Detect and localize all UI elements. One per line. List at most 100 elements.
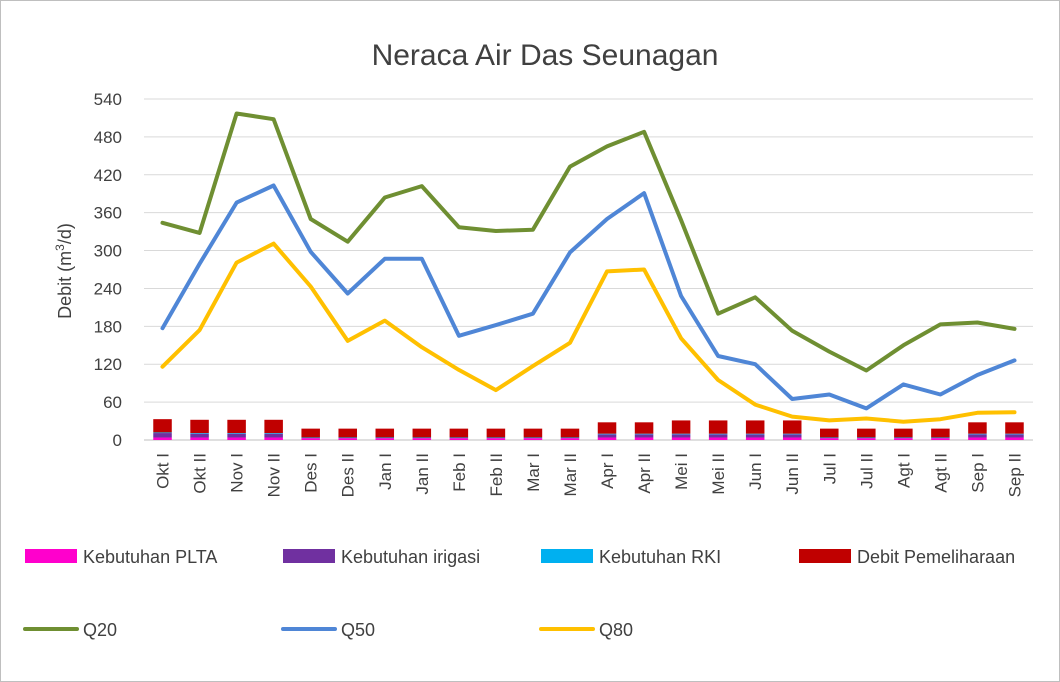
x-tick-label: Sep I	[968, 453, 987, 493]
legend-swatch-kebutuhan-irigasi	[283, 549, 335, 563]
bar-debit-pemeliharaan	[338, 428, 357, 438]
bar-debit-pemeliharaan	[449, 428, 469, 438]
bar-debit-pemeliharaan	[597, 422, 617, 434]
bar-kebutuhan-plta	[1005, 437, 1024, 440]
x-tick-label: Feb II	[487, 453, 506, 496]
bar-kebutuhan-plta	[264, 437, 283, 440]
y-axis-title-main: Debit (m	[55, 251, 75, 319]
y-axis-title: Debit (m3/d)	[53, 223, 75, 319]
bar-kebutuhan-rki	[523, 437, 543, 439]
y-tick-label: 0	[113, 431, 122, 450]
y-tick-label: 420	[94, 166, 122, 185]
bar-debit-pemeliharaan	[782, 420, 802, 434]
y-tick-label: 60	[103, 393, 122, 412]
legend-label-kebutuhan-plta: Kebutuhan PLTA	[83, 547, 217, 567]
bar-kebutuhan-rki	[190, 433, 209, 434]
bar-kebutuhan-rki	[634, 433, 654, 435]
series-line-q80	[160, 241, 1017, 424]
legend-label-debit-pemeliharaan: Debit Pemeliharaan	[857, 547, 1015, 567]
bar-kebutuhan-irigasi	[153, 433, 172, 438]
bar-kebutuhan-rki	[375, 437, 395, 439]
bar-kebutuhan-plta	[449, 438, 469, 440]
bar-kebutuhan-rki	[857, 437, 876, 439]
x-tick-label: Apr I	[598, 453, 617, 489]
x-tick-label: Apr II	[635, 453, 654, 494]
bars	[153, 419, 1024, 440]
x-tick-label: Agt II	[931, 453, 950, 493]
x-tick-label: Nov II	[265, 453, 284, 497]
bar-kebutuhan-plta	[190, 437, 209, 440]
y-tick-label: 360	[94, 204, 122, 223]
x-tick-label: Okt I	[154, 453, 173, 489]
x-tick-label: Mei I	[672, 453, 691, 490]
x-tick-label: Mar II	[561, 453, 580, 496]
x-tick-label: Nov I	[228, 453, 247, 493]
bar-debit-pemeliharaan	[745, 420, 765, 434]
bar-kebutuhan-plta	[412, 438, 432, 440]
bar-debit-pemeliharaan	[560, 428, 580, 438]
bar-kebutuhan-plta	[857, 438, 876, 440]
bar-kebutuhan-plta	[745, 437, 765, 440]
bar-kebutuhan-rki	[894, 437, 913, 439]
bar-kebutuhan-irigasi	[264, 433, 283, 438]
bar-kebutuhan-plta	[375, 438, 395, 440]
x-tick-label: Des II	[339, 453, 358, 497]
y-tick-label: 240	[94, 279, 122, 298]
bar-debit-pemeliharaan	[708, 420, 728, 434]
series-line-q50	[160, 183, 1017, 411]
bar-debit-pemeliharaan	[486, 428, 506, 438]
bar-debit-pemeliharaan	[264, 419, 283, 434]
bar-kebutuhan-rki	[931, 437, 950, 439]
bar-kebutuhan-irigasi	[968, 434, 987, 438]
bar-kebutuhan-rki	[820, 437, 839, 439]
bar-kebutuhan-plta	[301, 438, 320, 440]
y-tick-label: 120	[94, 355, 122, 374]
bar-kebutuhan-irigasi	[1005, 434, 1024, 438]
bar-kebutuhan-rki	[412, 437, 432, 439]
bar-kebutuhan-plta	[820, 438, 839, 440]
legend-label-kebutuhan-rki: Kebutuhan RKI	[599, 547, 721, 567]
bar-debit-pemeliharaan	[375, 428, 395, 438]
bar-kebutuhan-plta	[931, 438, 950, 440]
bar-debit-pemeliharaan	[412, 428, 432, 438]
bar-debit-pemeliharaan	[301, 428, 320, 438]
bar-kebutuhan-plta	[597, 437, 617, 440]
legend-swatch-kebutuhan-plta	[25, 549, 77, 563]
bar-kebutuhan-irigasi	[708, 434, 728, 438]
y-axis-title-sup: 3	[53, 244, 67, 251]
bar-kebutuhan-irigasi	[782, 434, 802, 438]
bar-kebutuhan-plta	[153, 437, 172, 440]
x-tick-label: Jun II	[783, 453, 802, 495]
bar-kebutuhan-plta	[560, 438, 580, 440]
y-tick-label: 480	[94, 128, 122, 147]
x-tick-label: Jan I	[376, 453, 395, 490]
bar-kebutuhan-irigasi	[227, 433, 246, 438]
x-tick-label: Sep II	[1005, 453, 1024, 497]
bar-kebutuhan-plta	[227, 437, 246, 440]
y-tick-label: 540	[94, 90, 122, 109]
legend-label-kebutuhan-irigasi: Kebutuhan irigasi	[341, 547, 480, 567]
bar-kebutuhan-rki	[338, 437, 357, 439]
x-tick-label: Jul I	[820, 453, 839, 484]
bar-kebutuhan-rki	[671, 433, 691, 435]
bar-kebutuhan-rki	[708, 433, 728, 435]
y-tick-label: 300	[94, 242, 122, 261]
bar-kebutuhan-rki	[560, 437, 580, 439]
bar-kebutuhan-irigasi	[671, 434, 691, 438]
legend-label-q80: Q80	[599, 620, 633, 640]
bar-debit-pemeliharaan	[634, 422, 654, 434]
bar-kebutuhan-plta	[523, 438, 543, 440]
legend-swatch-kebutuhan-rki	[541, 549, 593, 563]
bar-kebutuhan-irigasi	[190, 433, 209, 438]
bar-kebutuhan-plta	[338, 438, 357, 440]
x-tick-label: Okt II	[191, 453, 210, 494]
bar-debit-pemeliharaan	[1005, 422, 1024, 434]
bar-kebutuhan-rki	[486, 437, 506, 439]
bar-debit-pemeliharaan	[857, 428, 876, 438]
x-tick-label: Jul II	[857, 453, 876, 489]
legend-label-q50: Q50	[341, 620, 375, 640]
x-tick-label: Mar I	[524, 453, 543, 492]
bar-kebutuhan-rki	[745, 433, 765, 435]
bar-kebutuhan-plta	[968, 437, 987, 440]
